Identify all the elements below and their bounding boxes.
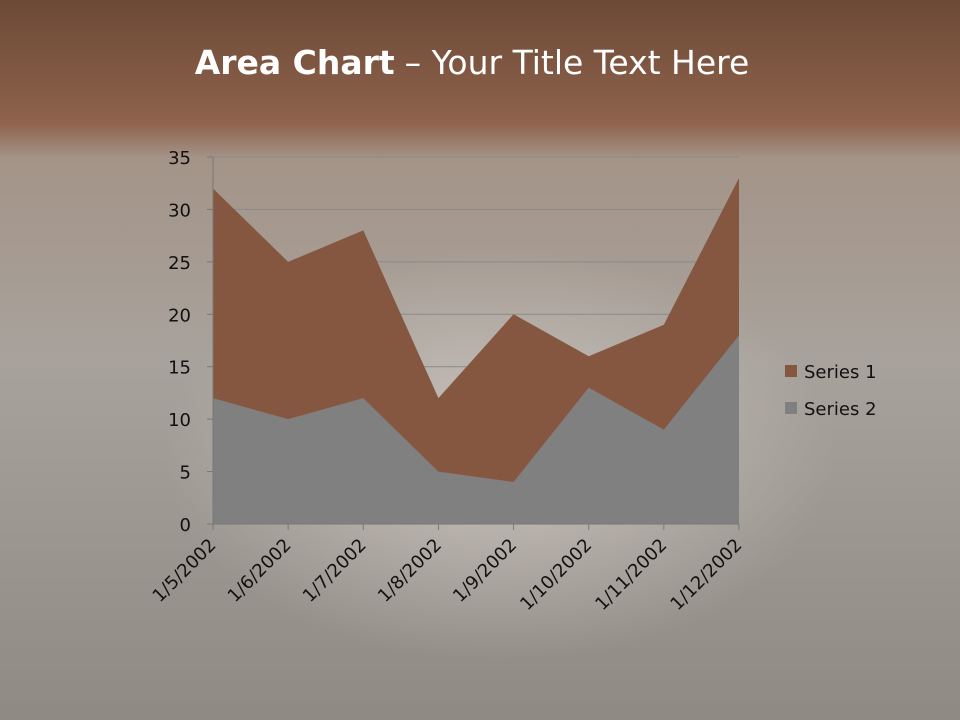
y-tick-label: 15 [168, 358, 191, 379]
title-bold: Area Chart [195, 43, 395, 82]
y-tick-label: 10 [168, 410, 191, 431]
area [213, 335, 739, 524]
legend-label: Series 2 [804, 399, 877, 420]
y-tick-label: 25 [168, 253, 191, 274]
title-rest: – Your Title Text Here [405, 43, 750, 82]
slide-title: Area Chart – Your Title Text Here [195, 43, 750, 82]
legend-swatch [785, 365, 797, 377]
y-tick-label: 35 [168, 148, 191, 169]
y-tick-label: 20 [168, 305, 191, 326]
legend-swatch [785, 402, 797, 414]
y-tick-label: 0 [180, 515, 191, 536]
y-tick-label: 5 [180, 463, 191, 484]
y-tick-label: 30 [168, 200, 191, 221]
legend-label: Series 1 [804, 362, 877, 383]
